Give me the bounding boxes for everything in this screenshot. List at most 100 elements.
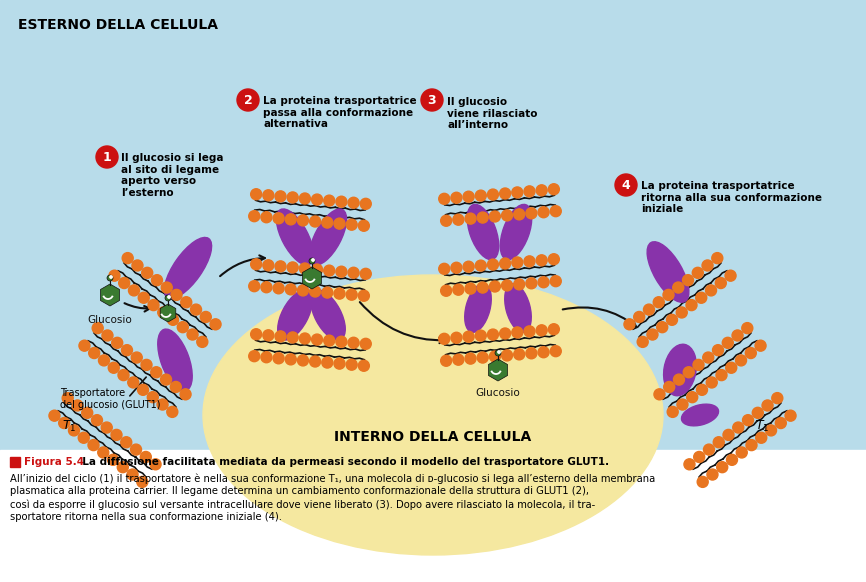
Ellipse shape (309, 209, 346, 265)
Circle shape (663, 289, 674, 300)
Circle shape (324, 195, 335, 206)
Circle shape (500, 328, 511, 339)
Circle shape (249, 211, 260, 222)
Text: Figura 5.4: Figura 5.4 (24, 457, 84, 467)
Circle shape (110, 276, 113, 278)
Circle shape (615, 174, 637, 196)
Circle shape (250, 329, 262, 340)
Circle shape (334, 288, 345, 299)
Text: All’inizio del ciclo (1) il trasportatore è nella sua conformazione T₁, una mole: All’inizio del ciclo (1) il trasportator… (10, 473, 656, 484)
Circle shape (68, 425, 80, 436)
Circle shape (273, 213, 284, 224)
Circle shape (453, 354, 464, 365)
Text: 4: 4 (622, 179, 630, 192)
Circle shape (132, 352, 142, 363)
Circle shape (548, 184, 559, 195)
Circle shape (119, 278, 130, 289)
Circle shape (536, 185, 547, 196)
Circle shape (703, 352, 714, 363)
Circle shape (489, 281, 501, 292)
Circle shape (109, 270, 120, 281)
Circle shape (273, 353, 284, 364)
Circle shape (439, 333, 449, 345)
Circle shape (676, 307, 688, 318)
Circle shape (137, 477, 148, 487)
Circle shape (310, 356, 320, 367)
Circle shape (684, 459, 695, 470)
Circle shape (346, 359, 357, 370)
Circle shape (465, 283, 476, 294)
Circle shape (312, 264, 322, 275)
Ellipse shape (501, 204, 532, 260)
Circle shape (263, 190, 274, 201)
Circle shape (312, 334, 322, 345)
Circle shape (160, 374, 171, 385)
Circle shape (107, 275, 113, 281)
Circle shape (359, 360, 369, 371)
Text: 3: 3 (428, 94, 436, 107)
Circle shape (722, 338, 734, 348)
Circle shape (736, 447, 747, 458)
Circle shape (310, 286, 320, 297)
Circle shape (712, 253, 723, 264)
Circle shape (81, 407, 93, 418)
Circle shape (707, 469, 718, 480)
Circle shape (772, 393, 783, 403)
Circle shape (171, 289, 182, 300)
Circle shape (151, 367, 162, 378)
Circle shape (261, 282, 272, 293)
Circle shape (112, 338, 123, 348)
Ellipse shape (165, 237, 211, 299)
Circle shape (477, 352, 488, 363)
Circle shape (158, 307, 169, 318)
Circle shape (451, 262, 462, 274)
Circle shape (138, 384, 149, 395)
Circle shape (475, 190, 487, 201)
Circle shape (453, 284, 464, 295)
Circle shape (300, 263, 310, 274)
Circle shape (275, 261, 286, 272)
Ellipse shape (468, 204, 499, 260)
Circle shape (707, 377, 717, 388)
Circle shape (139, 292, 149, 303)
Circle shape (785, 410, 796, 421)
Circle shape (322, 287, 333, 298)
Circle shape (453, 214, 464, 225)
Circle shape (312, 194, 322, 205)
Circle shape (654, 389, 665, 400)
Text: T$_1$: T$_1$ (62, 419, 76, 434)
Text: plasmatica alla proteina carrier. Il legame determina un cambiamento conformazio: plasmatica alla proteina carrier. Il leg… (10, 486, 589, 496)
Circle shape (150, 459, 161, 470)
Circle shape (716, 370, 727, 381)
Circle shape (250, 189, 262, 200)
Ellipse shape (276, 209, 313, 265)
Text: Glucosio: Glucosio (87, 315, 132, 325)
Text: ESTERNO DELLA CELLULA: ESTERNO DELLA CELLULA (18, 18, 218, 32)
Text: sportatore ritorna nella sua conformazione iniziale (4).: sportatore ritorna nella sua conformazio… (10, 512, 282, 522)
Circle shape (463, 261, 474, 272)
Circle shape (441, 355, 452, 366)
Circle shape (682, 275, 694, 286)
Circle shape (348, 197, 359, 208)
Circle shape (715, 278, 727, 289)
Circle shape (538, 276, 549, 288)
Circle shape (536, 255, 547, 266)
Circle shape (336, 266, 347, 277)
Circle shape (118, 370, 129, 381)
Circle shape (501, 350, 513, 361)
Polygon shape (100, 284, 120, 306)
Circle shape (336, 196, 347, 207)
Circle shape (451, 332, 462, 343)
Circle shape (742, 322, 753, 333)
Polygon shape (302, 267, 321, 289)
Circle shape (288, 332, 298, 343)
Circle shape (643, 304, 655, 315)
Circle shape (157, 399, 168, 410)
Text: 1: 1 (103, 151, 112, 164)
Circle shape (210, 319, 221, 330)
Circle shape (624, 319, 635, 330)
Circle shape (312, 259, 314, 261)
Circle shape (697, 477, 708, 487)
Circle shape (637, 336, 648, 347)
Circle shape (147, 392, 158, 403)
